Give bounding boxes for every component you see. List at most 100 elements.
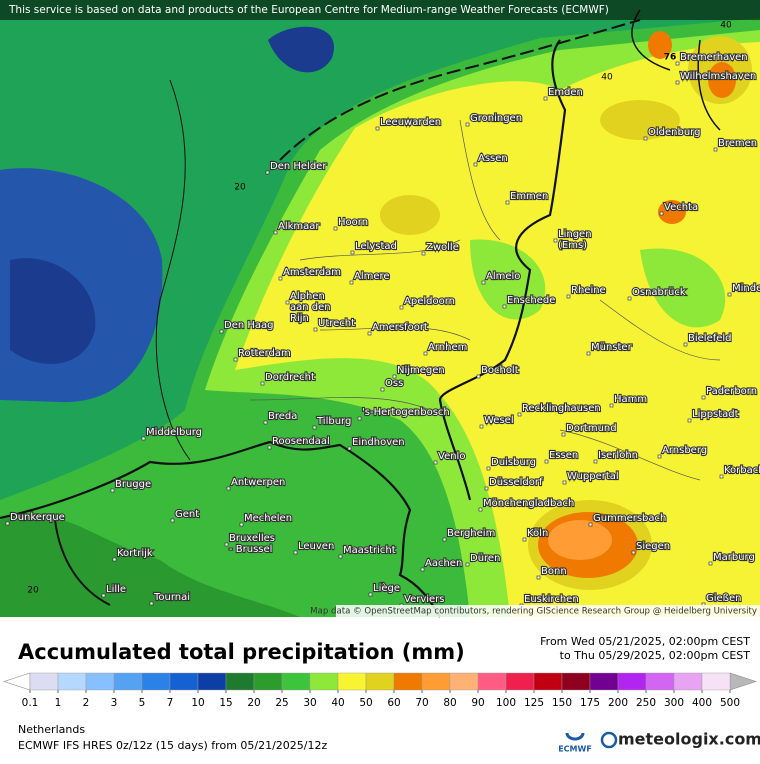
coast [279, 19, 641, 161]
city-label: Lingen [558, 229, 592, 240]
city-label: Venlo [438, 451, 465, 462]
city-label: Siegen [636, 541, 670, 552]
colorbar-box [57, 672, 87, 691]
city-label: Bremerhaven [680, 52, 748, 63]
city-marker [536, 575, 541, 580]
city-label: Mönchengladbach [483, 498, 574, 509]
city-marker [338, 554, 343, 559]
colorbar-under [3, 672, 31, 691]
colorbar-box [589, 672, 619, 691]
city-marker [313, 327, 318, 332]
ecmwf-logo [565, 732, 585, 741]
city-marker [399, 305, 404, 310]
city-label: Bruxelles [229, 533, 275, 544]
city-label: Oldenburg [648, 127, 700, 138]
city-label: Verviers [404, 594, 445, 605]
city-label: Köln [527, 528, 548, 539]
city-label: Münster [591, 342, 633, 353]
city-marker [586, 351, 591, 356]
colorbar-box [673, 672, 703, 691]
colorbar-tick-label: 25 [275, 697, 288, 709]
city-marker [566, 294, 571, 299]
city-marker [101, 593, 106, 598]
precip-area [548, 520, 612, 560]
city-label: Oss [385, 378, 403, 389]
city-marker [112, 557, 117, 562]
colorbar-tick-label: 150 [552, 697, 572, 709]
city-label: Eindhoven [352, 437, 405, 448]
city-label: Wesel [484, 415, 514, 426]
city-label: Bergheim [447, 528, 495, 539]
colorbar-tick-label: 7 [167, 697, 174, 709]
city-marker [367, 331, 372, 336]
city-label: Rotterdam [238, 348, 291, 359]
precip-area [10, 258, 96, 364]
city-label: Almelo [486, 271, 520, 282]
city-marker [380, 387, 385, 392]
map: This service is based on data and produc… [0, 0, 760, 618]
colorbar-tick-label: 125 [524, 697, 544, 709]
city-marker [476, 374, 481, 379]
contour [697, 39, 721, 131]
attribution-bg [336, 605, 760, 617]
city-marker [224, 542, 229, 547]
city-marker [484, 486, 489, 491]
city-marker [285, 300, 290, 305]
city-label: Alphen [290, 291, 325, 302]
ecmwf-label: ECMWF [558, 745, 592, 754]
city-marker [687, 418, 692, 423]
city-marker [219, 329, 224, 334]
city-label: - Brussel [229, 544, 272, 555]
colorbar-box [505, 672, 535, 691]
regions [249, 119, 721, 481]
colorbar-tick-label: 60 [387, 697, 400, 709]
city-label: Brugge [115, 479, 151, 490]
city-label: Liège [373, 582, 400, 594]
city-marker [357, 416, 362, 421]
colorbar-box [281, 672, 311, 691]
colorbar-tick-label: 200 [608, 697, 628, 709]
city-marker [239, 522, 244, 527]
city-label: Almere [354, 271, 390, 282]
city-marker [553, 238, 558, 243]
colorbar-box [253, 672, 283, 691]
city-marker [588, 522, 593, 527]
colorbar-tick-label: 1 [55, 697, 62, 709]
colorbar-box [421, 672, 451, 691]
city-label: Aachen [425, 558, 462, 569]
city-label: Amersfoort [372, 322, 428, 333]
city-label: Dordrecht [265, 372, 315, 383]
colorbar-tick-label: 70 [415, 697, 428, 709]
city-marker [659, 211, 664, 216]
city-label: Wuppertal [567, 471, 619, 482]
city-marker [627, 296, 632, 301]
precip-area [640, 248, 726, 328]
city-label: Mechelen [244, 513, 292, 524]
city-label: Amsterdam [283, 267, 341, 278]
colorbar-box [113, 672, 143, 691]
colorbar-box [449, 672, 479, 691]
city-label: Middelburg [146, 427, 202, 438]
city-marker [421, 251, 426, 256]
colorbar-tick-label: 10 [191, 697, 204, 709]
colorbar-box [645, 672, 675, 691]
city-marker [265, 170, 270, 175]
colorbar-box [309, 672, 339, 691]
city-label: Arnsberg [662, 445, 707, 456]
precip-area [470, 239, 546, 320]
colorbar-box [197, 672, 227, 691]
precip-area [648, 31, 672, 59]
city-marker [149, 601, 154, 606]
city-marker [465, 562, 470, 567]
colorbar-tick-label: 500 [720, 697, 740, 709]
city-marker [278, 276, 283, 281]
city-label: Zwolle [426, 242, 459, 253]
city-label: Gent [175, 509, 199, 520]
city-label: Iserlohn [598, 450, 638, 461]
city-label: Gummersbach [593, 513, 666, 524]
city-label: Groningen [470, 113, 522, 124]
contour [155, 79, 191, 461]
header-bar [0, 0, 760, 20]
colorbar-tick-label: 40 [331, 697, 344, 709]
city-marker [657, 454, 662, 459]
